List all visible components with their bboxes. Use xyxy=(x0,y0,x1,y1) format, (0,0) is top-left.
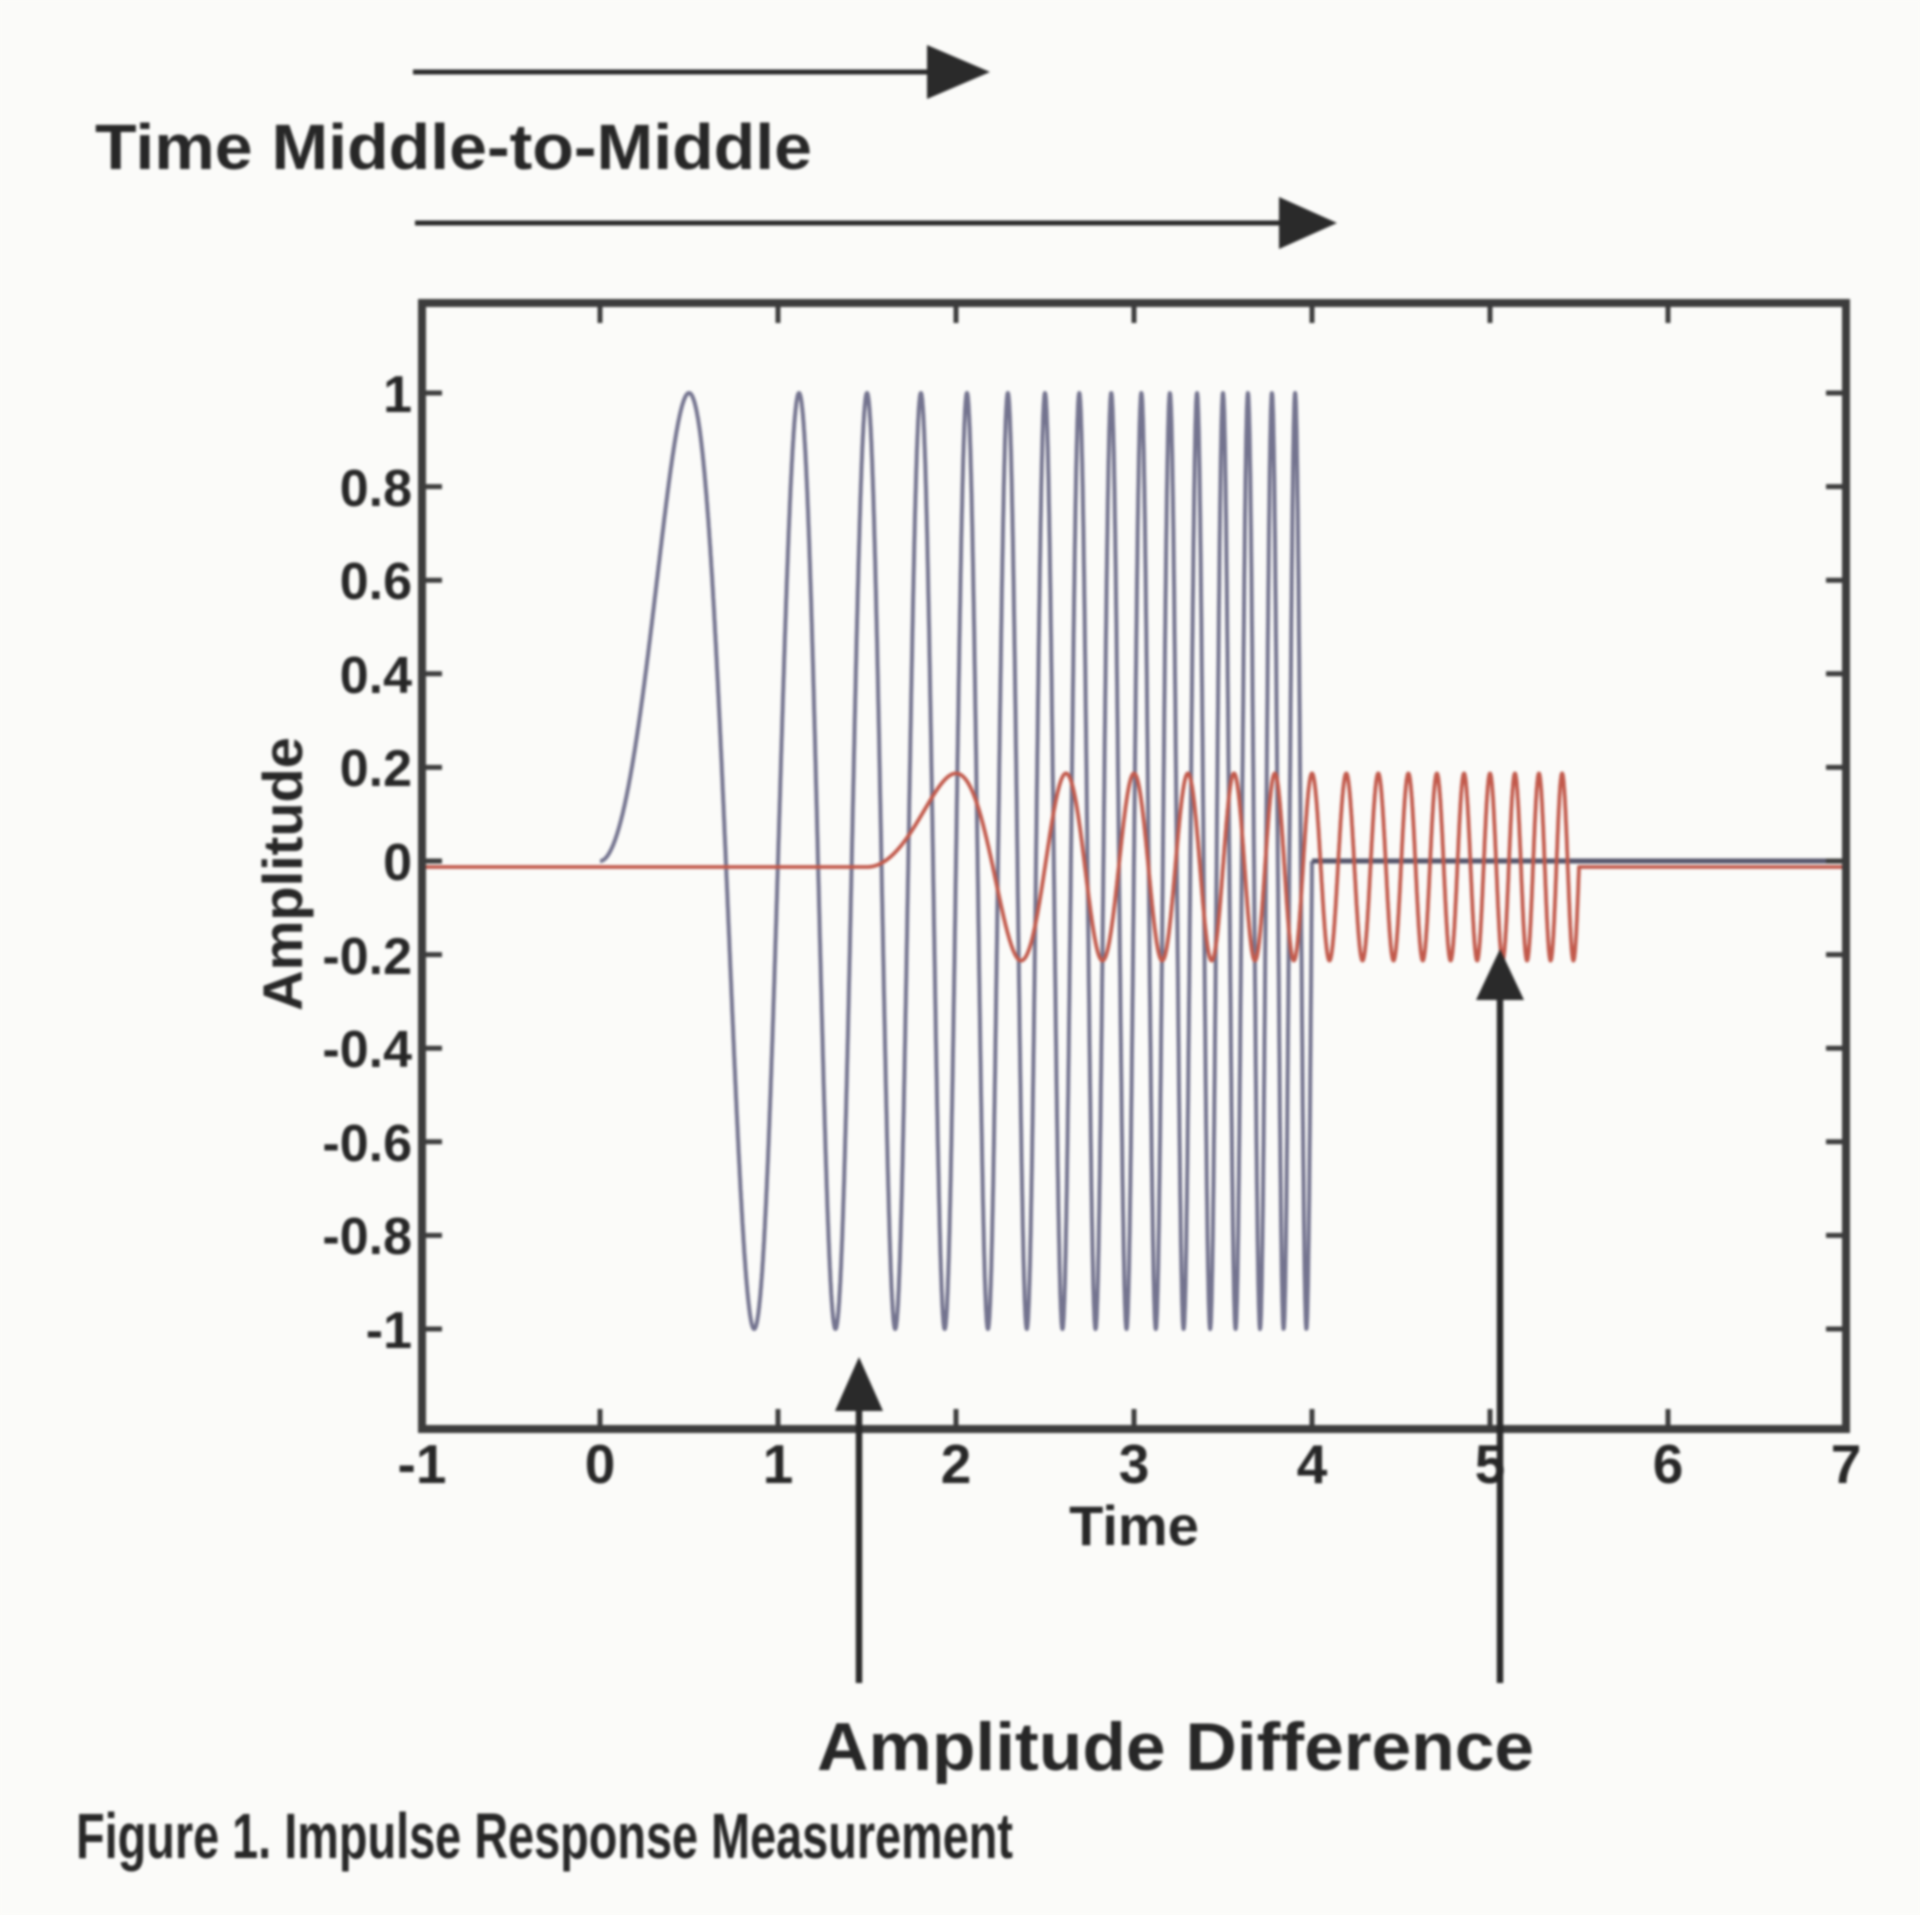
svg-text:0: 0 xyxy=(585,1433,616,1495)
svg-text:2: 2 xyxy=(941,1433,972,1495)
svg-text:Time Middle-to-Middle: Time Middle-to-Middle xyxy=(95,111,812,183)
svg-text:1: 1 xyxy=(763,1433,794,1495)
svg-text:-0.8: -0.8 xyxy=(322,1208,412,1266)
svg-text:Amplitude: Amplitude xyxy=(251,737,314,1011)
svg-text:7: 7 xyxy=(1831,1433,1862,1495)
svg-text:Time: Time xyxy=(1069,1494,1199,1557)
svg-text:Figure 1. Impulse Response Mea: Figure 1. Impulse Response Measurement xyxy=(76,1800,1013,1872)
svg-text:Amplitude Difference: Amplitude Difference xyxy=(817,1709,1534,1785)
svg-text:0: 0 xyxy=(383,834,412,892)
svg-text:-0.6: -0.6 xyxy=(322,1115,412,1173)
svg-text:5: 5 xyxy=(1475,1433,1506,1495)
svg-text:-0.2: -0.2 xyxy=(322,928,412,986)
svg-text:0.2: 0.2 xyxy=(340,740,412,798)
svg-text:-1: -1 xyxy=(398,1433,447,1495)
svg-text:1: 1 xyxy=(383,366,412,424)
svg-text:-0.4: -0.4 xyxy=(322,1021,412,1079)
svg-text:0.6: 0.6 xyxy=(340,553,412,611)
svg-text:-1: -1 xyxy=(366,1302,412,1360)
svg-text:4: 4 xyxy=(1297,1433,1328,1495)
svg-text:3: 3 xyxy=(1119,1433,1150,1495)
svg-text:0.8: 0.8 xyxy=(340,460,412,518)
svg-text:0.4: 0.4 xyxy=(340,647,412,705)
svg-text:6: 6 xyxy=(1653,1433,1684,1495)
